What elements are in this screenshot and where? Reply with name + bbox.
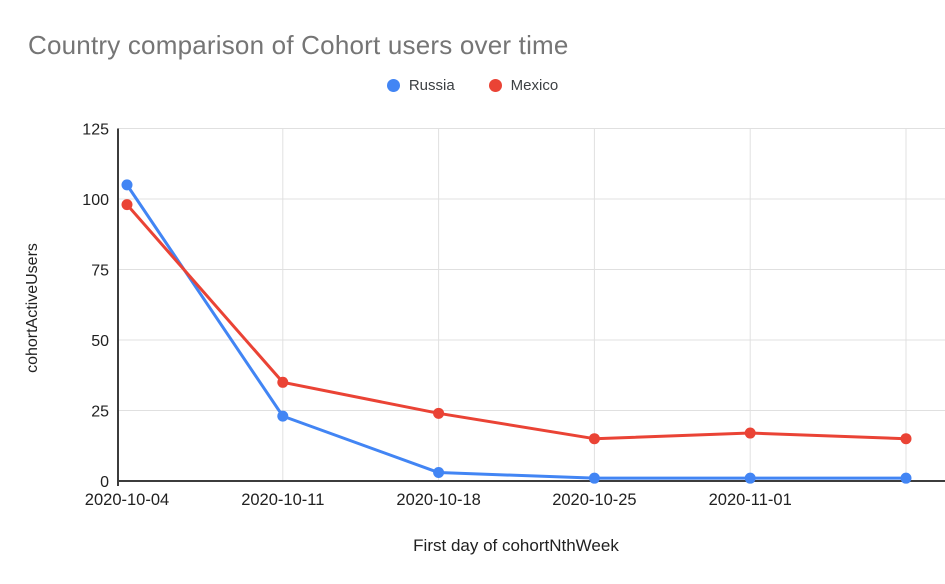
y-tick-label: 75: [91, 263, 109, 280]
data-point-russia[interactable]: [588, 472, 600, 484]
x-tick-label: 2020-10-11: [241, 491, 324, 509]
x-tick-label: 2020-10-25: [552, 491, 636, 509]
x-tick-label: 2020-10-18: [396, 491, 480, 509]
legend-label-mexico: Mexico: [510, 77, 559, 94]
data-point-russia[interactable]: [744, 472, 756, 484]
russia-series-dot-icon: [386, 79, 400, 92]
data-point-mexico[interactable]: [277, 376, 289, 388]
data-point-mexico[interactable]: [744, 427, 756, 439]
legend-item-mexico[interactable]: Mexico: [488, 77, 559, 94]
data-point-mexico[interactable]: [588, 433, 600, 445]
data-point-russia[interactable]: [900, 472, 912, 484]
y-tick-label: 25: [91, 404, 109, 421]
data-point-russia[interactable]: [433, 467, 445, 479]
chart-title: Country comparison of Cohort users over …: [28, 30, 569, 60]
y-tick-label: 50: [91, 333, 109, 350]
data-point-mexico[interactable]: [900, 433, 912, 445]
legend-label-russia: Russia: [408, 77, 455, 94]
x-axis-title: First day of cohortNthWeek: [413, 536, 619, 555]
series-line-russia: [125, 183, 908, 480]
data-point-mexico[interactable]: [121, 199, 133, 211]
y-tick-label: 100: [82, 192, 109, 209]
y-tick-label: 125: [82, 122, 109, 139]
series-line-mexico: [125, 203, 908, 441]
legend-item-russia[interactable]: Russia: [386, 77, 455, 94]
x-tick-label: 2020-10-04: [85, 491, 169, 509]
data-point-mexico[interactable]: [433, 407, 445, 419]
data-point-russia[interactable]: [277, 410, 289, 422]
data-point-russia[interactable]: [121, 179, 133, 191]
mexico-series-dot-icon: [488, 79, 502, 92]
legend: Russia Mexico: [0, 77, 945, 94]
y-tick-label: 0: [100, 474, 109, 491]
x-tick-label: 2020-11-01: [709, 491, 792, 509]
